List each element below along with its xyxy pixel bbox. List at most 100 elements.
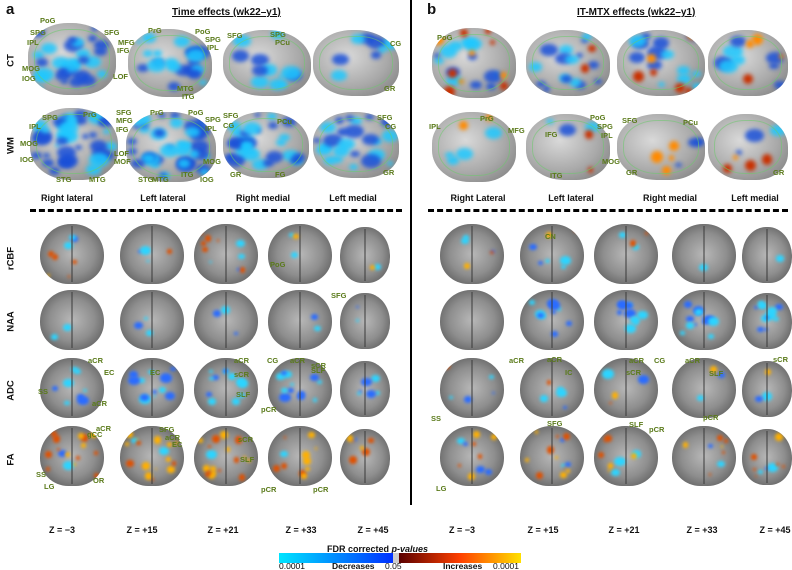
effect-blob bbox=[534, 430, 539, 435]
effect-blob bbox=[238, 393, 245, 399]
effect-blob bbox=[263, 159, 275, 168]
effect-blob bbox=[271, 30, 284, 40]
colorbar-center-value: 0.05 bbox=[385, 561, 402, 570]
sulcal-outline bbox=[714, 36, 782, 90]
effect-blob bbox=[64, 452, 70, 458]
anno-a-slice-label-3: EC bbox=[104, 368, 115, 377]
effect-blob bbox=[687, 30, 698, 41]
effect-blob bbox=[234, 436, 243, 444]
sulcal-outline bbox=[34, 29, 110, 89]
colorbar-title: FDR corrected p-values bbox=[327, 544, 429, 554]
anno-a-ct-label-9: PrG bbox=[148, 26, 162, 35]
axial-slice-b-naa-2 bbox=[594, 290, 658, 350]
anno-a-ct-label-8: LOF bbox=[113, 72, 128, 81]
anno-b-slice-label-8: CG bbox=[654, 356, 666, 365]
anno-a-slice-label-19: EC bbox=[172, 440, 183, 449]
effect-blob bbox=[485, 114, 493, 121]
anno-b-wm-label-8: MOG bbox=[602, 157, 620, 166]
effect-blob bbox=[529, 300, 536, 306]
effect-blob bbox=[126, 459, 134, 468]
effect-blob bbox=[550, 310, 556, 315]
effect-blob bbox=[371, 374, 381, 382]
anno-a-wm-label-4: MFG bbox=[116, 116, 133, 125]
sulcal-outline bbox=[319, 36, 393, 90]
effect-blob bbox=[90, 25, 99, 31]
effect-blob bbox=[289, 383, 294, 387]
effect-blob bbox=[773, 316, 779, 322]
axial-slice-a-fa-3 bbox=[268, 426, 332, 486]
effect-blob bbox=[742, 73, 754, 85]
anno-a-wm-label-11: MOF bbox=[114, 157, 131, 166]
effect-blob bbox=[355, 305, 359, 308]
axial-slice-a-rcbf-1 bbox=[120, 224, 184, 284]
view-label-a-3: Left medial bbox=[329, 193, 377, 203]
effect-blob bbox=[685, 322, 695, 329]
effect-blob bbox=[300, 472, 307, 479]
effect-blob bbox=[773, 80, 786, 89]
effect-blob bbox=[653, 37, 670, 49]
effect-blob bbox=[559, 256, 571, 266]
effect-blob bbox=[30, 27, 45, 38]
effect-blob bbox=[199, 232, 203, 235]
effect-blob bbox=[212, 375, 219, 381]
anno-a-ct-label-13: MTG bbox=[177, 84, 194, 93]
view-label-a-0: Right lateral bbox=[40, 193, 93, 203]
anno-a-slice-label-16: gCC bbox=[87, 430, 103, 439]
effect-blob bbox=[72, 462, 76, 467]
effect-blob bbox=[139, 246, 152, 256]
effect-blob bbox=[708, 444, 713, 448]
effect-blob bbox=[598, 452, 605, 459]
anno-a-slice-label-4: SS bbox=[38, 387, 49, 396]
anno-a-slice-label-22: SS bbox=[36, 470, 47, 479]
effect-blob bbox=[708, 473, 712, 476]
effect-blob bbox=[207, 470, 212, 475]
effect-blob bbox=[231, 398, 241, 405]
effect-blob bbox=[51, 253, 58, 260]
effect-blob bbox=[217, 239, 220, 242]
anno-b-slice-label-5: aCR bbox=[629, 356, 645, 365]
effect-blob bbox=[546, 232, 552, 238]
effect-blob bbox=[758, 470, 763, 474]
anno-a-wm-label-25: FG bbox=[275, 170, 286, 179]
anno-a-slice-label-14: sCR bbox=[311, 361, 327, 370]
anno-a-slice-label-7: aCR bbox=[234, 356, 250, 365]
effect-blob bbox=[609, 401, 612, 405]
effect-blob bbox=[314, 447, 318, 450]
anno-a-ct-label-19: GR bbox=[384, 84, 396, 93]
view-label-b-1: Left lateral bbox=[548, 193, 594, 203]
effect-blob bbox=[222, 368, 228, 373]
axial-slice-a-fa-2 bbox=[194, 426, 258, 486]
anno-a-slice-label-13: pCR bbox=[261, 405, 277, 414]
anno-a-wm-label-27: CG bbox=[385, 122, 397, 131]
axial-slice-b-adc-0 bbox=[440, 358, 504, 418]
effect-blob bbox=[467, 45, 477, 52]
anno-a-ct-label-12: IPL bbox=[207, 43, 219, 52]
effect-blob bbox=[128, 376, 140, 386]
effect-blob bbox=[279, 392, 291, 403]
effect-blob bbox=[693, 137, 705, 146]
effect-blob bbox=[382, 113, 391, 119]
anno-a-slice-label-5: aCR bbox=[92, 399, 108, 408]
sulcal-outline bbox=[36, 114, 112, 174]
effect-blob bbox=[314, 326, 321, 332]
axial-slice-b-adc-4 bbox=[742, 361, 792, 417]
effect-blob bbox=[756, 326, 764, 333]
anno-b-wm-label-12: GR bbox=[773, 168, 785, 177]
effect-blob bbox=[467, 53, 477, 60]
effect-blob bbox=[544, 258, 550, 263]
anno-a-ct-label-11: SPG bbox=[205, 35, 221, 44]
effect-blob bbox=[135, 440, 141, 446]
anno-b-slice-label-4: IC bbox=[565, 368, 573, 377]
effect-blob bbox=[757, 301, 768, 310]
effect-blob bbox=[141, 461, 150, 470]
anno-a-ct-label-0: PoG bbox=[40, 16, 56, 25]
effect-blob bbox=[463, 395, 473, 403]
effect-blob bbox=[537, 312, 544, 318]
anno-a-wm-label-16: STG bbox=[138, 175, 154, 184]
surface-brain-b-wm-left-medial bbox=[708, 114, 788, 180]
effect-blob bbox=[752, 468, 756, 472]
effect-blob bbox=[448, 395, 453, 400]
effect-blob bbox=[98, 118, 109, 126]
sulcal-outline bbox=[714, 120, 782, 174]
effect-blob bbox=[632, 244, 640, 251]
